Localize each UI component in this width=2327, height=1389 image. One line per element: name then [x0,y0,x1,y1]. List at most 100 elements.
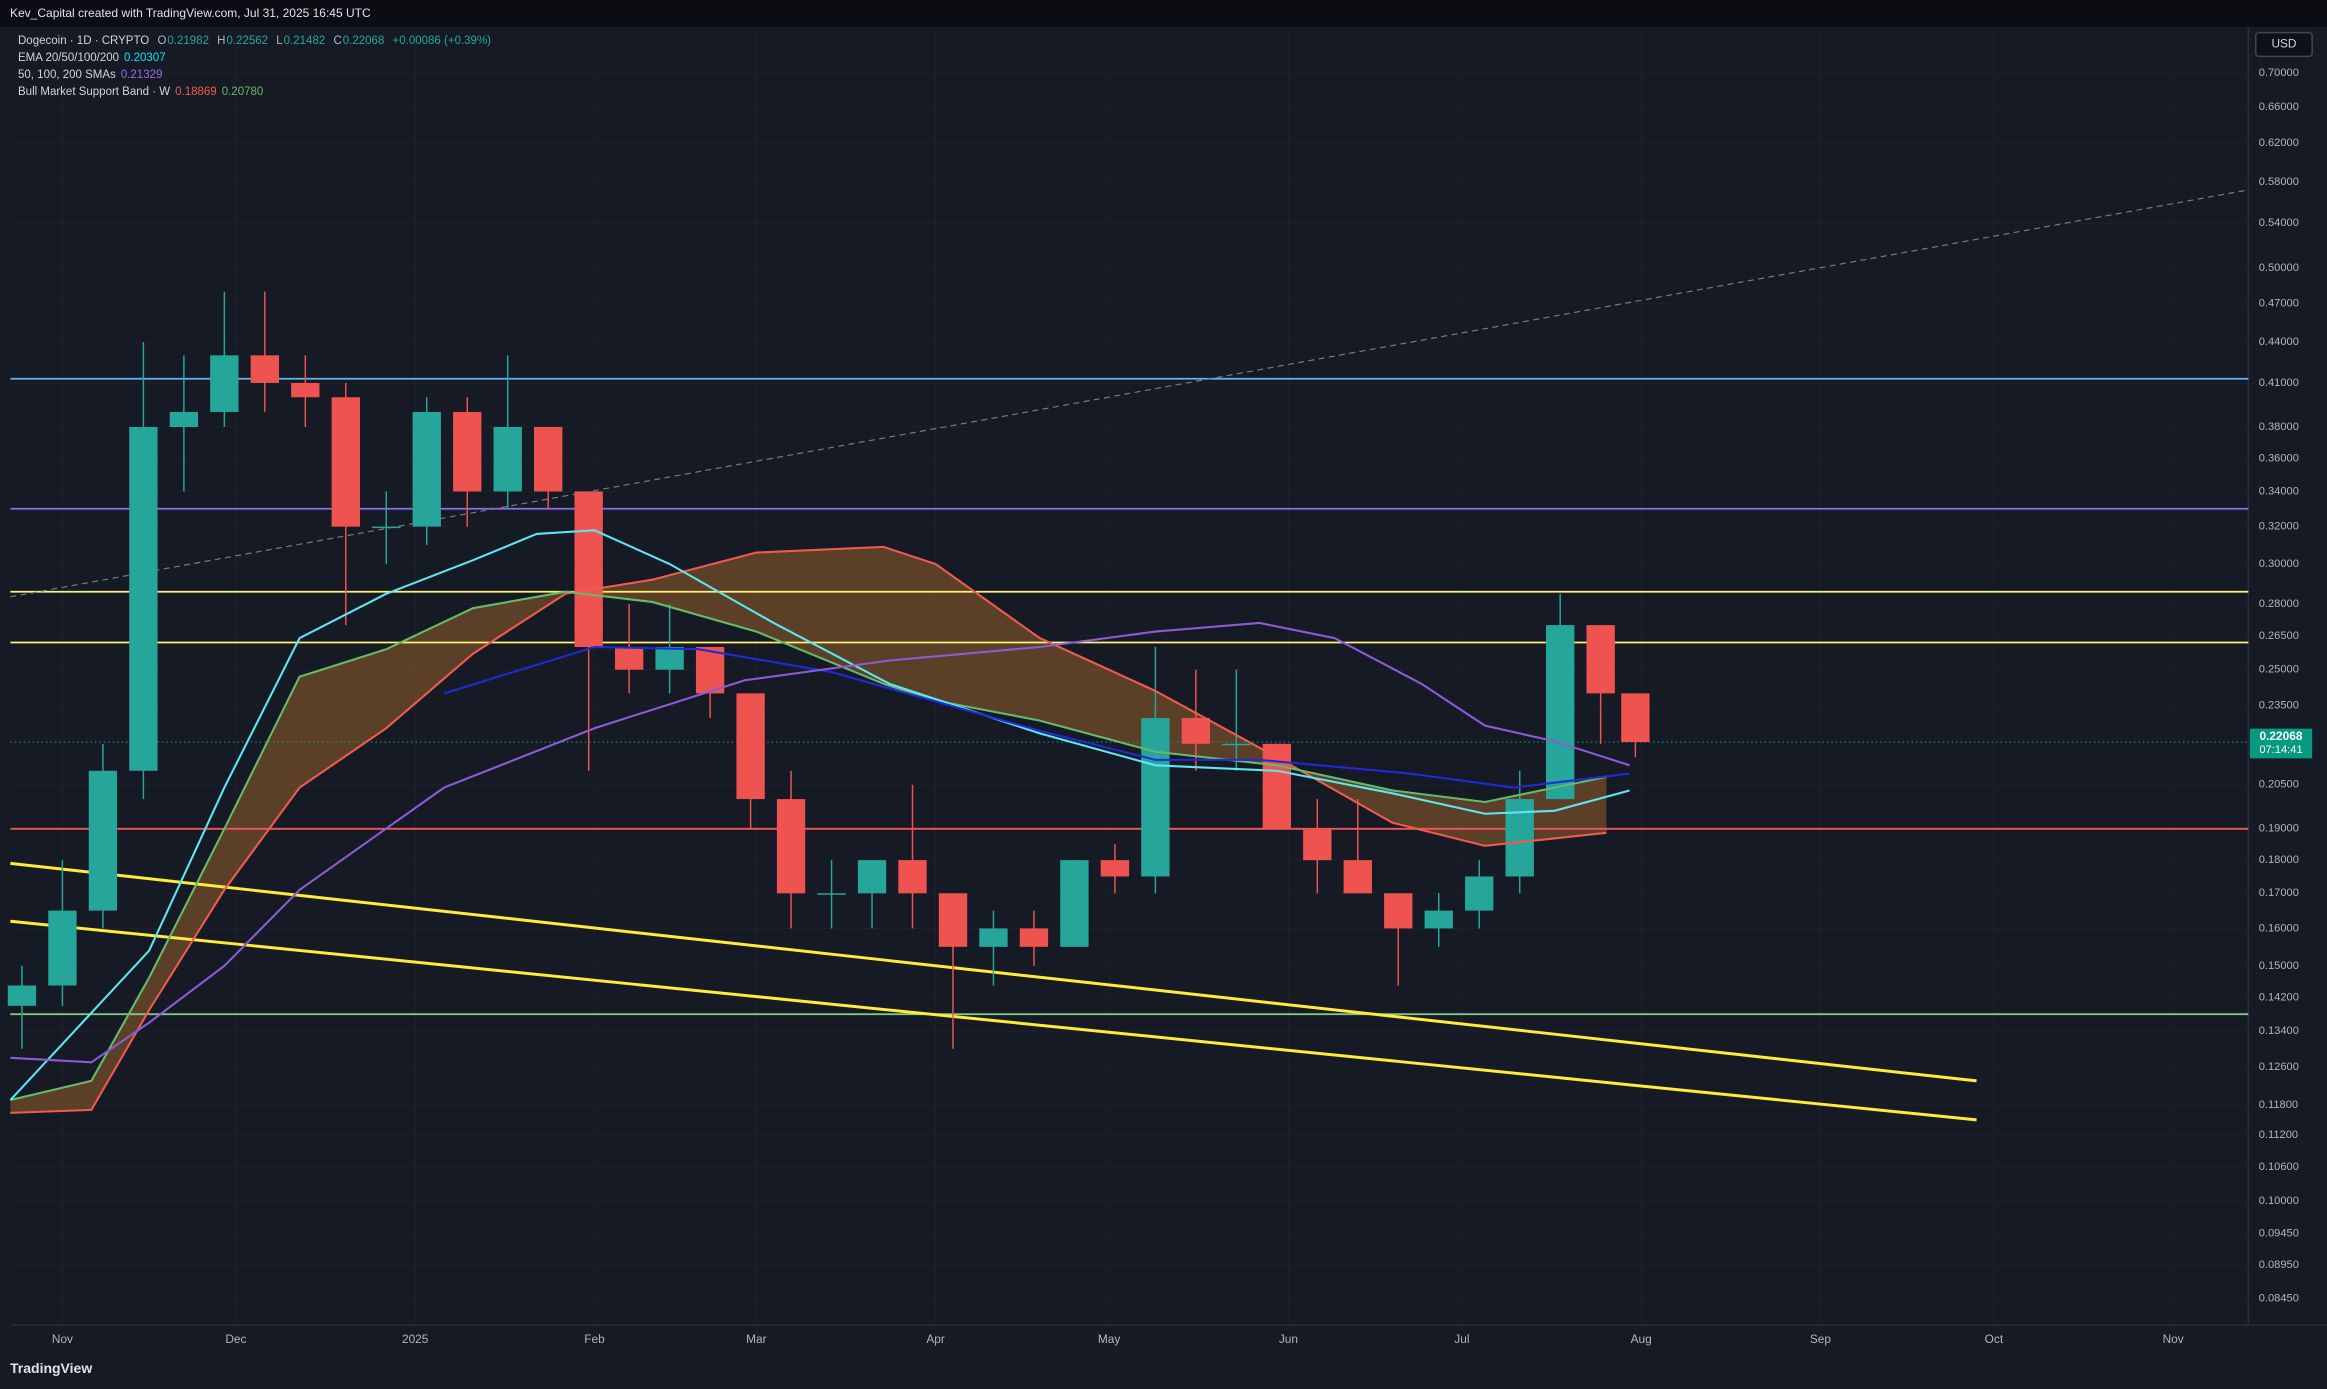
y-tick-label: 0.70000 [2259,67,2299,79]
indicator-text: EMA 20/50/100/200 [18,52,120,64]
band-ema-line [10,590,1607,1102]
ohlc-label: H [217,35,226,47]
candle-body [48,910,77,986]
y-tick-label: 0.25000 [2259,664,2299,676]
y-tick-label: 0.11200 [2259,1129,2298,1141]
y-tick-label: 0.36000 [2259,452,2299,464]
indicator-text: 50, 100, 200 SMAs [18,69,116,81]
indicator-text: Bull Market Support Band · W [18,86,171,98]
candle-body [655,646,684,670]
candle-body [898,860,927,894]
indicator-line [9,529,1630,1101]
x-tick-label: Mar [746,1332,766,1346]
band-fill [10,546,1607,1113]
ohlc-label: O [157,35,167,47]
indicator-text: 0.18869 [175,86,217,98]
y-tick-label: 0.09450 [2259,1228,2299,1240]
y-tick-label: 0.08950 [2259,1259,2299,1271]
ohlc-value: 0.21982 [167,35,209,47]
candle-body [412,411,441,527]
candle-body [453,411,482,492]
indicator-text: 0.20780 [221,86,264,98]
x-tick-label: Sep [1810,1332,1832,1346]
x-tick-label: May [1098,1332,1120,1346]
indicator-line [443,645,1630,789]
y-tick-label: 0.15000 [2259,960,2299,972]
candle-body [1343,860,1372,894]
y-tick-label: 0.50000 [2259,262,2299,274]
x-tick-label: Nov [52,1332,73,1346]
candle-body [1546,625,1575,800]
candle-body [1621,693,1650,743]
candle-body [250,355,280,383]
ohlc-value: 0.21482 [283,35,326,47]
change: +0.00086 (+0.39%) [392,35,492,47]
y-tick-label: 0.08450 [2259,1292,2299,1304]
indicator-text: 0.20307 [124,52,166,64]
y-tick-label: 0.20500 [2259,779,2299,791]
x-tick-label: Apr [926,1332,945,1346]
y-tick-label: 0.38000 [2259,421,2299,433]
ohlc-label: C [333,35,342,47]
candle-body [1465,876,1494,911]
x-tick-label: Nov [2163,1332,2184,1346]
y-tick-label: 0.23500 [2259,700,2299,712]
x-tick-label: Jul [1454,1332,1469,1346]
trendline [10,919,1977,1122]
symbol[interactable]: Dogecoin · 1D · CRYPTO [18,35,150,47]
candle-body [1303,828,1332,861]
candle-body [493,426,522,492]
y-tick-label: 0.26500 [2259,630,2299,642]
y-tick-label: 0.41000 [2259,377,2299,389]
legend-row: Dogecoin · 1D · CRYPTO O0.21982 H0.22562… [18,33,496,50]
y-tick-label: 0.34000 [2259,485,2299,497]
candle-body [695,646,725,694]
candle-body [574,491,603,647]
candle-body [979,928,1008,947]
x-tick-label: Dec [225,1332,246,1346]
ohlc-value: 0.22068 [342,35,385,47]
candle-body [776,799,806,894]
candle-body [169,411,199,427]
currency-box[interactable] [2255,31,2313,58]
candle-body [1424,910,1453,929]
x-tick-label: 2025 [402,1332,429,1346]
price-badge-value: 0.22068 [2260,729,2303,743]
candle-body [736,693,765,800]
candle-body [129,426,158,771]
brand[interactable]: TradingView [10,1360,93,1376]
candle-body [1019,928,1049,947]
candle-body [291,382,320,398]
y-tick-label: 0.16000 [2259,922,2299,934]
y-tick-label: 0.12600 [2259,1061,2299,1073]
trendline [10,189,2249,598]
indicator-legend: EMA 20/50/100/200 0.20307 50, 100, 200 SMA… [18,50,496,101]
x-tick-label: Jun [1279,1332,1298,1346]
y-tick-label: 0.32000 [2259,521,2299,533]
y-tick-label: 0.18000 [2259,854,2299,866]
band-sma-line [10,545,1607,1114]
candle-body [88,770,118,911]
indicator-row: Bull Market Support Band · W 0.18869 0.207… [18,84,496,101]
x-tick-label: Aug [1631,1332,1652,1346]
y-tick-label: 0.17000 [2259,887,2299,899]
y-tick-label: 0.19000 [2259,823,2299,835]
x-tick-label: Oct [1985,1332,2004,1346]
candle-body [331,397,360,527]
candle-body [614,646,644,670]
candle-body [938,893,968,947]
candle-body [1141,718,1170,877]
y-tick-label: 0.30000 [2259,558,2299,570]
y-tick-label: 0.62000 [2259,137,2299,149]
legend: Dogecoin · 1D · CRYPTO O0.21982 H0.22562… [18,33,496,101]
candle-body [210,355,239,412]
y-tick-label: 0.13400 [2259,1025,2299,1037]
indicator-row: 50, 100, 200 SMAs 0.21329 [18,67,496,84]
x-tick-label: Feb [584,1332,605,1346]
candle-body [534,426,563,492]
candle-body [857,860,887,894]
y-tick-label: 0.14200 [2259,992,2299,1004]
indicator-line [10,621,1630,1064]
candle-body [1586,625,1615,694]
